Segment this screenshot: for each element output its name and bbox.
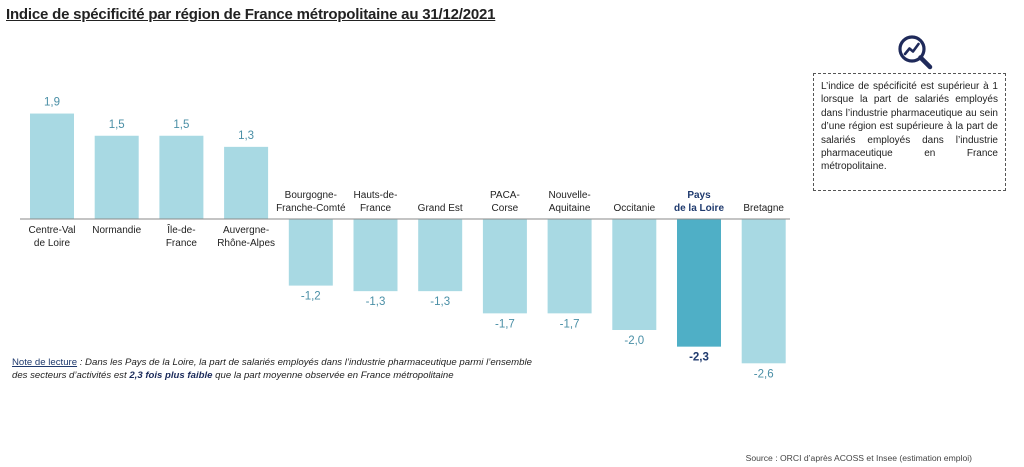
bar-9 [612,219,657,330]
bar-4 [288,219,333,286]
category-label-5-1: France [360,203,392,214]
category-label-3-1: Rhône-Alpes [217,238,275,249]
category-label-5-0: Hauts-de- [354,190,398,201]
category-label-7-0: PACA- [490,190,520,201]
value-label-8: -1,7 [560,318,580,330]
value-label-10: -2,3 [689,352,709,364]
value-label-11: -2,6 [754,368,774,380]
value-label-5: -1,3 [366,296,386,308]
reading-note: Note de lecture : Dans les Pays de la Lo… [12,356,532,382]
value-label-6: -1,3 [430,296,450,308]
source-note: Source : ORCI d’après ACOSS et Insee (es… [745,453,972,463]
bar-1 [94,135,139,219]
bar-0 [30,113,74,219]
bar-3 [224,146,269,219]
category-label-3-0: Auvergne- [223,225,269,236]
category-label-11-0: Bretagne [743,203,784,214]
category-label-0-0: Centre-Val [28,225,75,236]
chart-title: Indice de spécificité par région de Fran… [6,6,496,23]
reading-note-text-end: que la part moyenne observée en France m… [212,370,454,381]
bar-11 [741,219,786,364]
bar-2 [159,135,204,219]
magnifier-chart-icon [898,35,933,70]
category-label-2-1: France [166,238,198,249]
category-label-0-1: de Loire [34,238,71,249]
value-label-2: 1,5 [173,119,189,131]
category-label-4-1: Franche-Comté [276,203,346,214]
bar-8 [547,219,592,314]
reading-note-label: Note de lecture [12,357,78,368]
category-label-10-0: Pays [687,190,711,201]
value-label-1: 1,5 [109,119,125,131]
info-box: L’indice de spécificité est supérieur à … [813,73,1006,191]
bar-6 [418,219,463,292]
category-label-1-0: Normandie [92,225,141,236]
category-label-10-1: de la Loire [674,203,724,214]
category-label-8-1: Aquitaine [549,203,591,214]
value-label-7: -1,7 [495,318,515,330]
bar-10 [677,219,721,347]
value-label-3: 1,3 [238,130,254,142]
reading-note-text: : Dans les Pays de la Loire, la part de … [12,357,532,381]
bar-5 [353,219,398,292]
category-label-6-0: Grand Est [418,203,463,214]
value-label-9: -2,0 [624,335,644,347]
category-label-2-0: Île-de- [166,223,195,236]
bar-7 [482,219,527,314]
category-label-9-0: Occitanie [613,203,655,214]
reading-note-highlight: 2,3 fois plus faible [129,370,213,381]
value-label-0: 1,9 [44,97,60,109]
value-label-4: -1,2 [301,291,321,303]
category-label-7-1: Corse [492,203,519,214]
category-label-4-0: Bourgogne- [285,190,337,201]
category-label-8-0: Nouvelle- [548,190,590,201]
